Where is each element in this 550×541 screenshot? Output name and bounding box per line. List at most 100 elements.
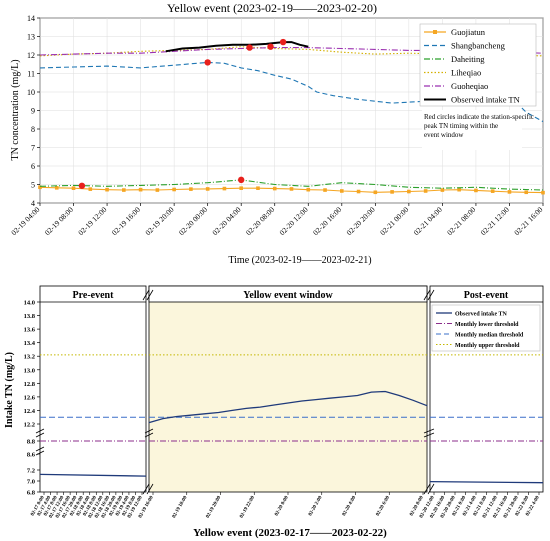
peak-marker <box>267 43 274 50</box>
top-x-tick-label: 02-19 12:00 <box>76 205 108 237</box>
top-y-tick-label: 4 <box>31 199 35 208</box>
top-x-tick-label: 02-20 12:00 <box>278 205 310 237</box>
legend-label: Observed intake TN <box>451 95 520 105</box>
threshold-lines <box>40 354 543 442</box>
bottom-y-tick-label: 12.8 <box>24 381 36 388</box>
top-chart: Yellow event (2023-02-19——2023-02-20) 4 5… <box>9 1 545 266</box>
observed-intake-lines <box>39 390 544 484</box>
event-window-bg <box>149 302 427 492</box>
top-y-ticks: 4 5 6 7 8 9 10 11 12 13 14 <box>27 14 40 208</box>
guojiatun-marker <box>205 187 210 191</box>
bottom-y-tick-label: 12.2 <box>24 422 35 429</box>
legend-label: Guojiatun <box>451 27 486 37</box>
bottom-legend: Observed intake TN Monthly lower threshol… <box>431 304 541 352</box>
top-x-tick-label: 02-20 04:00 <box>210 205 242 237</box>
top-x-tick-label: 02-20 16:00 <box>311 205 343 237</box>
post-event-label: Post-event <box>464 290 509 301</box>
bottom-y-tick-label: 6.8 <box>27 490 36 497</box>
legend-marker <box>433 30 437 34</box>
top-x-tick-label: 02-20 00:00 <box>177 205 209 237</box>
bottom-legend-label: Observed intake TN <box>455 312 508 318</box>
bottom-legend-label: Monthly median threshold <box>455 333 524 339</box>
top-y-tick-label: 9 <box>31 107 35 116</box>
guojiatun-marker <box>373 190 378 195</box>
peak-marker <box>238 176 245 184</box>
top-x-tick-label: 02-19 20:00 <box>143 205 175 237</box>
peak-marker <box>204 59 211 66</box>
top-y-tick-label: 8 <box>31 125 35 134</box>
bottom-y-tick-label: 13.2 <box>24 354 35 361</box>
peak-marker <box>78 182 86 189</box>
top-x-tick-label: 02-21 00:00 <box>378 205 410 237</box>
guojiatun-marker <box>189 187 193 191</box>
guojiatun-marker <box>306 187 311 192</box>
top-x-tick-label: 02-21 12:00 <box>479 205 511 237</box>
bottom-x-tick-label: 02-20 4:00 <box>342 495 358 517</box>
bottom-y-ticks: 6.8 7.0 7.2 8.6 8.8 12.2 12.4 12.6 12.8 13.0 13.2 1… <box>24 300 40 497</box>
guojiatun-marker <box>222 186 227 191</box>
top-x-tick-label: 02-19 08:00 <box>43 205 75 237</box>
legend-label: Liheqiao <box>451 68 481 78</box>
legend-label: Guoheqiao <box>451 81 488 91</box>
guojiatun-marker <box>323 188 327 192</box>
bottom-y-axis-label: Intake TN (mg/L) <box>4 352 15 428</box>
guojiatun-marker <box>440 188 445 192</box>
guojiatun-marker <box>122 188 126 192</box>
top-y-tick-label: 5 <box>31 181 35 190</box>
top-y-tick-label: 12 <box>27 51 35 60</box>
guojiatun-marker <box>407 189 411 194</box>
top-y-tick-label: 11 <box>27 70 35 79</box>
top-y-tick-label: 6 <box>31 162 35 171</box>
bottom-x-tick-label: 02-19 22:00 <box>239 495 256 519</box>
peak-marker <box>279 38 287 46</box>
bottom-y-tick-label: 13.4 <box>24 340 36 347</box>
bottom-y-tick-label: 12.4 <box>24 408 36 415</box>
guojiatun-marker <box>138 187 143 192</box>
guojiatun-marker <box>390 190 394 194</box>
guojiatun-marker <box>155 188 160 192</box>
annotation-text: Red circles indicate the station-specifi… <box>424 113 536 139</box>
top-x-tick-label: 02-20 20:00 <box>345 205 377 237</box>
guojiatun-marker <box>356 189 361 194</box>
top-x-tick-label: 02-20 08:00 <box>244 205 276 237</box>
top-y-tick-label: 13 <box>27 33 35 42</box>
bottom-legend-label: Monthly upper threshold <box>455 343 520 349</box>
top-x-tick-label: 02-21 16:00 <box>512 205 544 237</box>
guojiatun-marker <box>88 187 93 191</box>
axis-break-marks <box>35 289 435 495</box>
top-legend: Guojiatun Shangbancheng Daheiting Liheqiao G… <box>419 23 537 107</box>
series-line-daheiting <box>39 179 544 191</box>
guojiatun-marker <box>541 190 545 195</box>
guojiatun-marker <box>71 186 76 190</box>
event-intake-line <box>148 390 428 424</box>
bottom-y-tick-label: 7.2 <box>27 468 35 475</box>
top-x-tick-label: 02-21 08:00 <box>445 205 477 237</box>
bottom-y-tick-label: 12.6 <box>24 394 36 401</box>
top-x-tick-label: 02-19 04:00 <box>9 205 41 237</box>
guojiatun-marker <box>54 186 59 190</box>
top-y-tick-label: 7 <box>31 144 35 153</box>
bottom-y-tick-label: 8.6 <box>27 452 36 459</box>
top-x-tick-label: 02-19 16:00 <box>110 205 142 237</box>
bottom-x-tick-label: 02-20 6:00 <box>376 495 392 517</box>
pre-event-panel <box>39 285 147 493</box>
post-event-intake-line <box>429 480 544 484</box>
bottom-chart: Pre-event Yellow event window Post-event… <box>4 285 544 539</box>
bottom-x-axis-label: Yellow event (2023-02-17——2023-02-22) <box>193 527 387 539</box>
legend-label: Daheiting <box>451 54 485 64</box>
guojiatun-marker <box>38 185 42 190</box>
legend-label: Shangbancheng <box>451 41 506 51</box>
bottom-x-tick-label: 02-20 2:00 <box>308 495 324 517</box>
top-annotation: Red circles indicate the station-specifi… <box>422 110 536 150</box>
guojiatun-marker <box>490 189 495 193</box>
guojiatun-marker <box>474 188 478 193</box>
guojiatun-marker <box>507 190 512 194</box>
bottom-x-tick-label: 02-19 18:00 <box>172 495 189 519</box>
bottom-legend-label: Monthly lower threshold <box>455 322 519 328</box>
top-y-tick-label: 14 <box>27 14 35 23</box>
bottom-x-tick-label: 02-19 20:00 <box>206 495 223 519</box>
top-x-axis-label: Time (2023-02-19——2023-02-21) <box>228 255 371 266</box>
guojiatun-marker <box>524 190 529 195</box>
guojiatun-marker <box>172 187 176 192</box>
